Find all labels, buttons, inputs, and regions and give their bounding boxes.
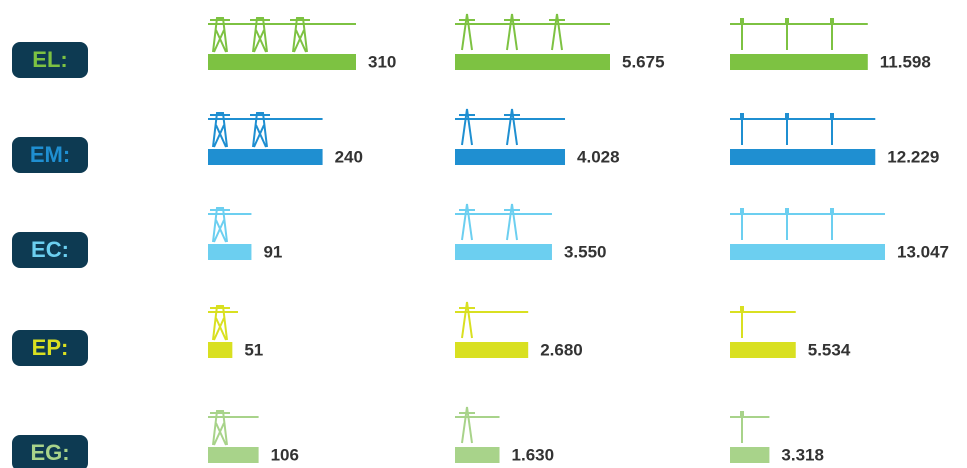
category-label: EL: [32,47,67,72]
value-label: 91 [263,242,282,261]
bar [208,149,323,165]
category-box [12,232,88,268]
power-line-icon [208,207,252,243]
insulator [785,208,789,213]
pole [459,301,475,339]
category-box [12,42,88,78]
power-line-icon [730,113,876,145]
bar [730,447,770,463]
value-label: 5.534 [808,340,851,359]
power-line-icon [208,305,238,341]
bar [455,244,552,260]
insulator [830,208,834,213]
bar [208,244,252,260]
power-line-icon [730,411,770,443]
pole [549,13,565,51]
power-line-icon [455,108,566,146]
tower [210,410,230,446]
bar [455,149,566,165]
power-line-icon [730,208,885,240]
bar [208,447,259,463]
power-line-icon [730,306,796,338]
bar [208,342,233,358]
category-label: EG: [30,440,69,465]
category-label: EC: [31,237,69,262]
bar [730,54,868,70]
value-label: 11.598 [880,52,931,71]
value-label: 51 [244,340,263,359]
bar [730,244,885,260]
tower [250,17,270,53]
power-line-icon [208,112,323,148]
category-box [12,330,88,366]
category-box [12,137,88,173]
value-label: 2.680 [540,340,583,359]
value-label: 5.675 [622,52,665,71]
value-label: 4.028 [577,147,620,166]
power-line-icon [455,13,610,51]
value-label: 106 [271,445,299,464]
tower [210,207,230,243]
pole [504,203,520,241]
insulator [740,208,744,213]
pole [459,203,475,241]
pole [504,13,520,51]
bar [455,54,610,70]
tower [250,112,270,148]
value-label: 12.229 [887,147,939,166]
insulator [785,113,789,118]
bar [208,54,356,70]
insulator [740,113,744,118]
power-line-icon [208,410,259,446]
power-line-icon [455,301,529,339]
value-label: 3.550 [564,242,607,261]
tower [210,17,230,53]
insulator [785,18,789,23]
value-label: 1.630 [512,445,555,464]
value-label: 13.047 [897,242,949,261]
bar [455,447,500,463]
insulator [740,306,744,311]
category-label: EM: [30,142,70,167]
power-line-icon [455,203,552,241]
tower [210,305,230,341]
power-line-icon [730,18,868,50]
value-label: 3.318 [781,445,824,464]
category-box [12,435,88,468]
bar [730,342,796,358]
value-label: 310 [368,52,396,71]
tower [210,112,230,148]
value-label: 240 [335,147,363,166]
insulator [740,18,744,23]
pole [459,13,475,51]
insulator [830,113,834,118]
bar [730,149,876,165]
insulator [830,18,834,23]
tower [290,17,310,53]
power-line-icon [208,17,356,53]
pole [459,108,475,146]
category-label: EP: [32,335,69,360]
power-line-icon [455,406,500,444]
pole [459,406,475,444]
pole [504,108,520,146]
bar [455,342,529,358]
insulator [740,411,744,416]
